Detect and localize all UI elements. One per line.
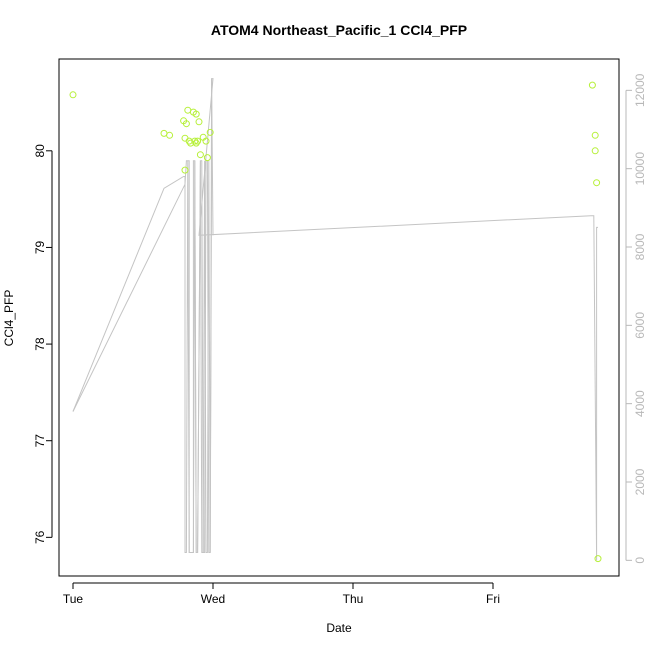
y-tick-label: 80	[33, 144, 47, 158]
x-tick-label: Fri	[486, 592, 500, 606]
x-tick-label: Tue	[63, 592, 84, 606]
y-tick-label: 77	[33, 434, 47, 448]
data-point	[196, 151, 204, 159]
data-point	[194, 137, 202, 145]
data-point	[594, 555, 602, 563]
data-point	[588, 81, 596, 89]
chart-marks	[69, 78, 602, 563]
data-point	[166, 131, 174, 139]
data-point	[191, 137, 199, 145]
y2-tick-label: 10000	[633, 152, 647, 186]
chart-title: ATOM4 Northeast_Pacific_1 CCl4_PFP	[211, 22, 467, 38]
series-line-2	[72, 78, 214, 553]
plot-frame	[58, 58, 620, 577]
data-point	[181, 134, 189, 142]
y2-tick-label: 4000	[633, 390, 647, 417]
y-axis-label: CCl4_PFP	[2, 290, 16, 347]
data-point	[591, 147, 599, 155]
y-tick-label: 79	[33, 240, 47, 254]
x-tick-label: Wed	[201, 592, 225, 606]
y2-tick-label: 0	[633, 557, 647, 564]
data-point	[591, 131, 599, 139]
x-axis-label: Date	[326, 621, 352, 635]
y-tick-label: 78	[33, 337, 47, 351]
y2-tick-label: 8000	[633, 233, 647, 260]
data-point	[206, 128, 214, 136]
data-point	[192, 139, 200, 147]
data-point	[160, 129, 168, 137]
data-point	[195, 118, 203, 126]
y2-tick-label: 2000	[633, 468, 647, 495]
y-tick-label: 76	[33, 530, 47, 544]
data-point	[192, 110, 200, 118]
series-line-1	[72, 78, 598, 561]
y2-tick-label: 12000	[633, 73, 647, 107]
data-point	[203, 154, 211, 162]
data-point	[69, 91, 77, 99]
chart-axes: 76 77 78 79 80 0 2000 4000 6000 8000 10000 12000 Tue…	[33, 73, 647, 606]
y2-tick-label: 6000	[633, 312, 647, 339]
data-point	[593, 179, 601, 187]
x-tick-label: Thu	[343, 592, 364, 606]
data-point	[184, 106, 192, 114]
data-point	[182, 120, 190, 128]
data-point	[181, 166, 189, 174]
data-point	[202, 137, 210, 145]
